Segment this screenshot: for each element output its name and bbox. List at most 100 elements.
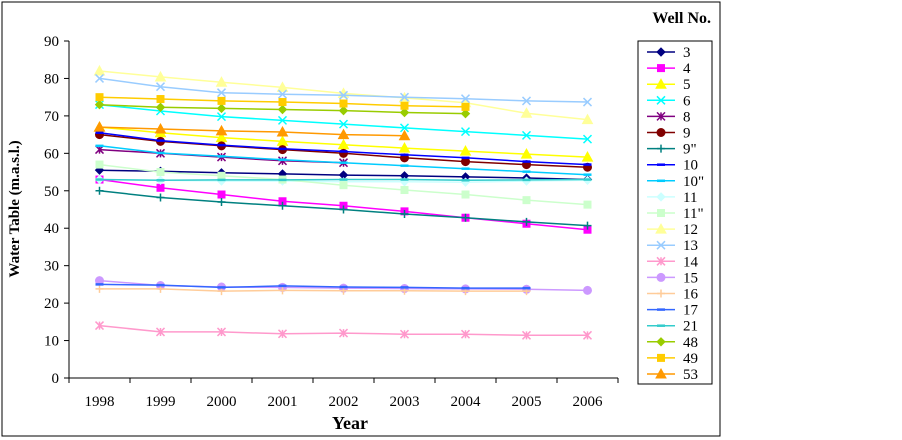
series-well-49 [95, 93, 470, 111]
legend-item: 53 [647, 367, 698, 383]
data-point [95, 284, 104, 293]
data-point [460, 329, 471, 339]
data-point [215, 124, 228, 136]
data-point [339, 205, 348, 214]
legend-title: Well No. [652, 10, 711, 27]
series-well-53 [93, 121, 411, 141]
data-point [461, 102, 470, 111]
data-point [399, 329, 410, 339]
legend-item: 6 [647, 93, 691, 109]
data-point [461, 213, 470, 222]
series-line [99, 283, 527, 289]
legend-swatch-marker [656, 272, 666, 282]
x-tick-label: 1998 [85, 394, 115, 410]
y-tick-label: 10 [44, 334, 59, 350]
x-axis-ticks: 1998 1999 2000 2001 2002 2003 2004 2005 2006 [68, 378, 619, 410]
data-point [337, 138, 350, 150]
y-tick-label: 60 [44, 146, 59, 162]
series-line [99, 288, 527, 292]
data-point [460, 94, 471, 104]
data-point [582, 134, 593, 144]
x-tick-label: 2006 [573, 394, 604, 410]
data-point [522, 196, 531, 205]
data-point [156, 183, 165, 192]
series-well-21 [95, 178, 592, 182]
data-point [400, 186, 409, 195]
data-point [156, 193, 165, 202]
x-axis-title: Year [332, 413, 368, 433]
y-tick-label: 0 [52, 371, 60, 387]
data-point [581, 113, 594, 125]
x-tick-label: 2003 [390, 394, 420, 410]
legend-item: 10 [647, 158, 698, 174]
x-tick-label: 2002 [329, 394, 359, 410]
data-point [277, 104, 288, 115]
series-well-10 [95, 131, 592, 166]
data-point [276, 125, 289, 137]
x-tick-label: 2001 [268, 394, 298, 410]
legend-item: 5 [647, 77, 691, 93]
legend-item: 9" [647, 142, 697, 158]
data-point [217, 171, 226, 180]
legend-item: 21 [647, 319, 698, 335]
series-well-10-prime [95, 144, 592, 176]
data-point [95, 93, 104, 102]
data-point [277, 329, 288, 339]
data-point [94, 99, 105, 110]
chart-area-border [1, 1, 721, 437]
legend-swatch-marker [657, 144, 665, 153]
y-axis-ticks: 0 10 20 30 40 50 60 70 80 90 [44, 34, 69, 387]
data-point [339, 181, 348, 190]
data-point [460, 127, 471, 137]
legend-label: 9" [683, 142, 697, 158]
x-tick-label: 2000 [207, 394, 237, 410]
data-point [155, 102, 166, 112]
data-point [156, 95, 165, 104]
data-point [278, 98, 287, 107]
data-point [278, 286, 287, 295]
data-point [95, 160, 104, 169]
data-point [216, 327, 227, 337]
data-point [582, 330, 593, 340]
x-tick-label: 1999 [146, 394, 176, 410]
data-point [583, 285, 592, 295]
series-layer [93, 64, 594, 340]
legend-swatch-marker [656, 95, 666, 105]
legend-item: 15 [647, 270, 698, 286]
legend-swatch-marker [657, 64, 665, 73]
data-point [338, 119, 349, 129]
plot-area [68, 41, 618, 379]
data-point [400, 101, 409, 110]
legend-item: 11" [647, 206, 704, 222]
legend-swatch-marker [656, 128, 666, 137]
series-line [99, 126, 405, 137]
y-tick-label: 90 [44, 34, 59, 50]
data-point [93, 64, 106, 76]
data-point [337, 128, 350, 140]
data-point [217, 96, 226, 105]
legend-item: 17 [647, 303, 699, 319]
data-point [521, 96, 532, 106]
data-point [154, 122, 167, 134]
legend-item: 49 [647, 351, 698, 367]
legend-item: 13 [647, 238, 698, 254]
legend-label: 10" [683, 174, 704, 190]
data-point [278, 201, 287, 210]
series-well-16 [95, 284, 531, 296]
data-point [399, 92, 410, 102]
data-point [520, 148, 533, 159]
series-well-9-prime [95, 186, 592, 230]
legend-swatch-marker [656, 240, 666, 250]
legend-label: 5 [683, 77, 691, 93]
legend-label: 17 [683, 303, 699, 319]
legend-item: 10" [647, 174, 704, 190]
legend-swatch-marker [655, 223, 667, 234]
data-point [216, 112, 227, 122]
data-point [155, 82, 166, 92]
legend-label: 15 [683, 270, 698, 286]
data-point [217, 190, 226, 199]
data-point [338, 90, 349, 100]
legend-item: 9 [647, 126, 691, 142]
